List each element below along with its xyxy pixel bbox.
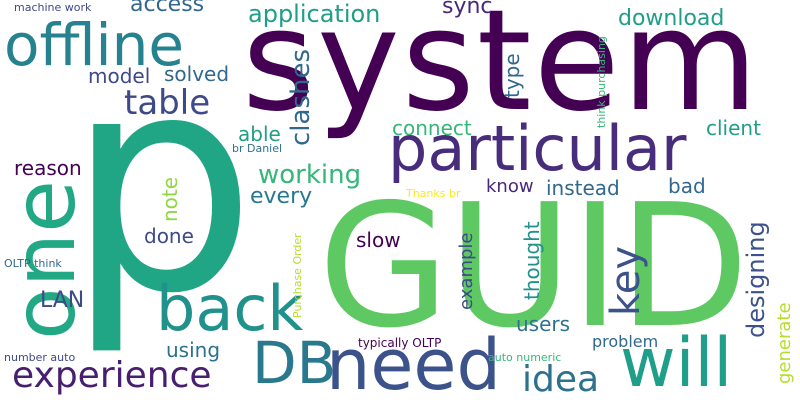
word-guid: GUID (318, 168, 749, 366)
word-slow: slow (356, 228, 401, 252)
word-br-daniel: br Daniel (232, 142, 283, 155)
word-machine-work: machine work (14, 1, 92, 14)
word-system: system (242, 0, 761, 143)
word-particular: particular (388, 112, 687, 185)
word-need: need (326, 324, 501, 400)
word-note: note (158, 176, 182, 222)
word-access: access (130, 0, 205, 17)
word-every: every (250, 184, 313, 209)
word-application: application (248, 0, 381, 28)
word-connect: connect (392, 116, 472, 140)
word-lan: LAN (40, 288, 85, 313)
word-bad: bad (668, 174, 706, 198)
word-generate: generate (774, 302, 795, 384)
word-model: model (88, 64, 151, 88)
word-table: table (124, 83, 211, 123)
word-offline: offline (4, 11, 185, 79)
word-example: example (456, 232, 477, 310)
word-using: using (166, 338, 221, 362)
word-know: know (486, 176, 534, 197)
word-designing: designing (742, 221, 770, 338)
word-p: p (66, 10, 257, 359)
word-purchase-order: Purchase Order (291, 233, 304, 318)
word-working: working (258, 160, 362, 190)
word-experience: experience (12, 355, 212, 396)
word-problem: problem (592, 332, 659, 351)
word-think-purchasing: think purchasing (595, 36, 608, 128)
word-instead: instead (546, 176, 620, 200)
word-clashes: clashes (286, 48, 316, 146)
word-able: able (238, 122, 281, 146)
word-will: will (620, 324, 733, 400)
word-reason: reason (14, 156, 82, 180)
word-auto-numeric: auto numeric (488, 351, 562, 364)
word-users: users (516, 312, 571, 336)
word-thanks-br: Thanks br (406, 187, 461, 200)
word-sync: sync (442, 0, 493, 19)
word-back: back (156, 272, 304, 345)
word-idea: idea (522, 359, 600, 400)
word-solved: solved (164, 62, 230, 86)
word-typically-oltp: typically OLTP (358, 336, 442, 350)
word-key: key (603, 245, 649, 316)
word-client: client (706, 116, 761, 140)
word-number-auto: number auto (4, 351, 76, 364)
word-type: type (500, 53, 524, 98)
word-db: DB (252, 329, 337, 397)
word-download: download (618, 6, 725, 31)
word-thought: thought (520, 221, 544, 300)
word-oltp-think: OLTP think (4, 257, 62, 270)
word-done: done (144, 224, 194, 248)
